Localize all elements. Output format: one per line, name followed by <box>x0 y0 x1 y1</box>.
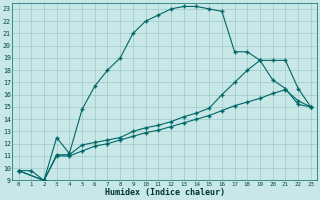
X-axis label: Humidex (Indice chaleur): Humidex (Indice chaleur) <box>105 188 225 197</box>
